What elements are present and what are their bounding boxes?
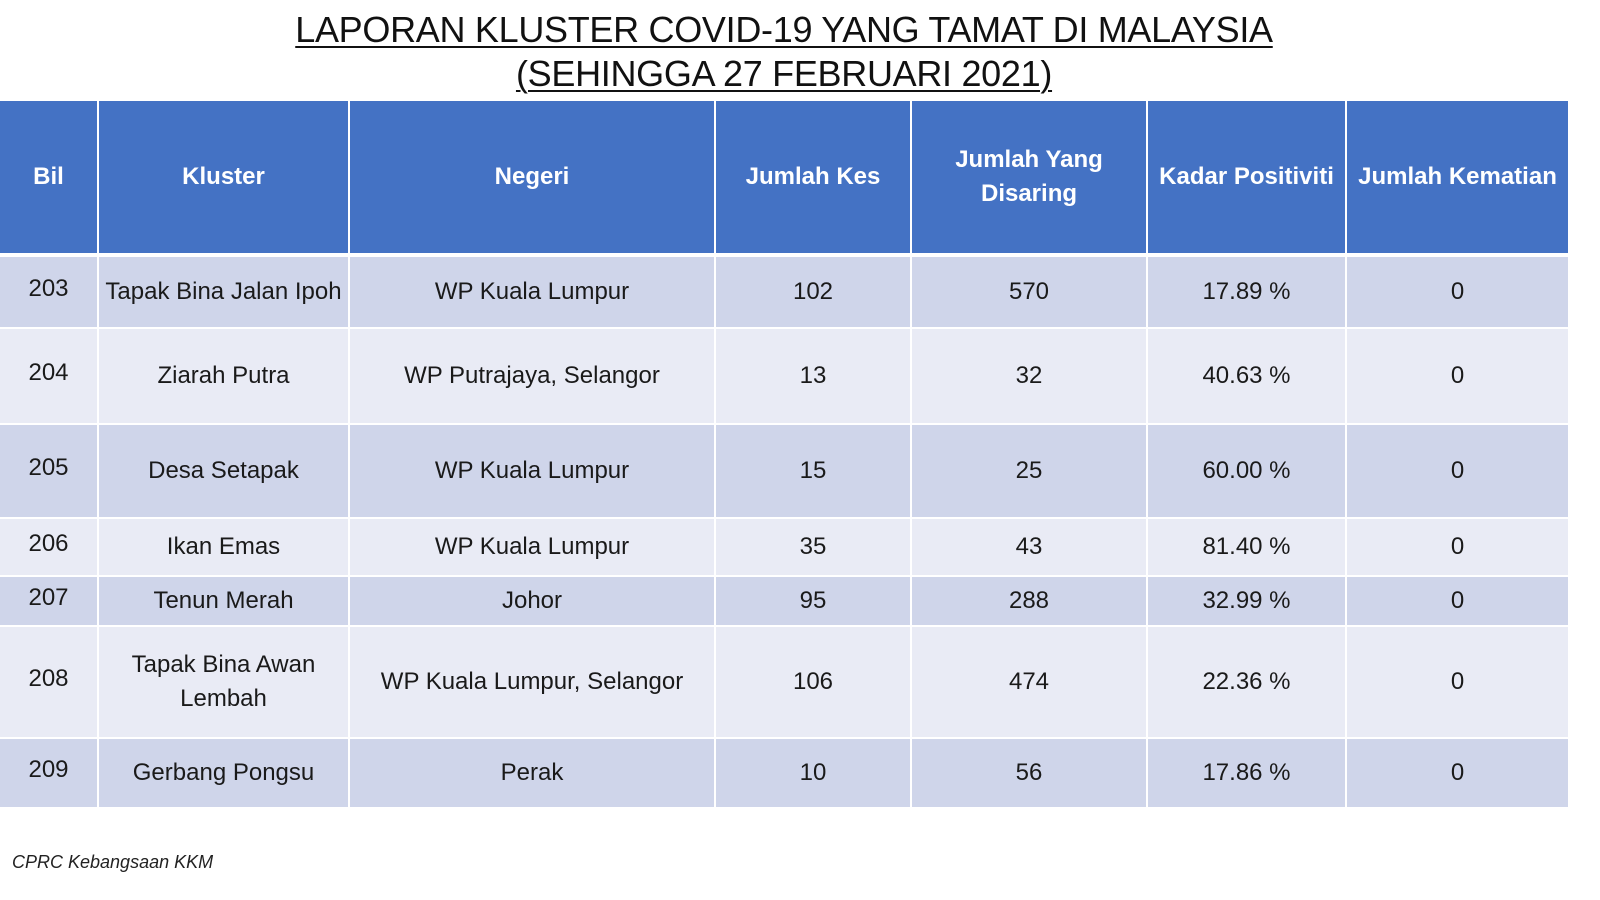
cell-kluster: Tapak Bina Awan Lembah xyxy=(99,627,350,739)
cell-jumlah-disaring: 474 xyxy=(912,627,1148,739)
cell-bil: 204 xyxy=(0,329,99,425)
cell-bil: 205 xyxy=(0,425,99,519)
table-row: 205 Desa Setapak WP Kuala Lumpur 15 25 6… xyxy=(0,425,1568,519)
cell-jumlah-disaring: 32 xyxy=(912,329,1148,425)
cell-kluster: Desa Setapak xyxy=(99,425,350,519)
cell-bil: 209 xyxy=(0,739,99,809)
table-row: 204 Ziarah Putra WP Putrajaya, Selangor … xyxy=(0,329,1568,425)
header-negeri: Negeri xyxy=(350,101,716,257)
cell-jumlah-kes: 35 xyxy=(716,519,912,577)
cell-negeri: Perak xyxy=(350,739,716,809)
header-jumlah-disaring: Jumlah Yang Disaring xyxy=(912,101,1148,257)
cell-kadar-positiviti: 17.86 % xyxy=(1148,739,1347,809)
report-title: LAPORAN KLUSTER COVID-19 YANG TAMAT DI M… xyxy=(0,8,1568,96)
cell-negeri: WP Kuala Lumpur xyxy=(350,425,716,519)
header-jumlah-kematian: Jumlah Kematian xyxy=(1347,101,1568,257)
cell-jumlah-kes: 95 xyxy=(716,577,912,627)
cell-kluster: Gerbang Pongsu xyxy=(99,739,350,809)
table-row: 207 Tenun Merah Johor 95 288 32.99 % 0 xyxy=(0,577,1568,627)
cluster-table-container: Bil Kluster Negeri Jumlah Kes Jumlah Yan… xyxy=(0,101,1568,809)
cell-bil: 203 xyxy=(0,257,99,329)
cell-kluster: Ikan Emas xyxy=(99,519,350,577)
header-kadar-positiviti: Kadar Positiviti xyxy=(1148,101,1347,257)
cell-jumlah-disaring: 570 xyxy=(912,257,1148,329)
cell-kadar-positiviti: 17.89 % xyxy=(1148,257,1347,329)
cell-jumlah-kes: 106 xyxy=(716,627,912,739)
table-row: 209 Gerbang Pongsu Perak 10 56 17.86 % 0 xyxy=(0,739,1568,809)
cell-kluster: Ziarah Putra xyxy=(99,329,350,425)
cell-kadar-positiviti: 81.40 % xyxy=(1148,519,1347,577)
cell-negeri: WP Kuala Lumpur xyxy=(350,519,716,577)
cell-jumlah-disaring: 43 xyxy=(912,519,1148,577)
cell-jumlah-kes: 10 xyxy=(716,739,912,809)
cell-jumlah-kes: 102 xyxy=(716,257,912,329)
cell-kluster: Tapak Bina Jalan Ipoh xyxy=(99,257,350,329)
cell-jumlah-kematian: 0 xyxy=(1347,329,1568,425)
table-row: 206 Ikan Emas WP Kuala Lumpur 35 43 81.4… xyxy=(0,519,1568,577)
source-footer: CPRC Kebangsaan KKM xyxy=(12,852,214,872)
cell-jumlah-disaring: 25 xyxy=(912,425,1148,519)
cell-jumlah-disaring: 56 xyxy=(912,739,1148,809)
cluster-table: Bil Kluster Negeri Jumlah Kes Jumlah Yan… xyxy=(0,101,1568,809)
cell-jumlah-kematian: 0 xyxy=(1347,519,1568,577)
header-bil: Bil xyxy=(0,101,99,257)
table-row: 208 Tapak Bina Awan Lembah WP Kuala Lump… xyxy=(0,627,1568,739)
table-row: 203 Tapak Bina Jalan Ipoh WP Kuala Lumpu… xyxy=(0,257,1568,329)
cell-bil: 207 xyxy=(0,577,99,627)
cell-jumlah-kes: 13 xyxy=(716,329,912,425)
table-header-row: Bil Kluster Negeri Jumlah Kes Jumlah Yan… xyxy=(0,101,1568,257)
cell-kluster: Tenun Merah xyxy=(99,577,350,627)
cell-jumlah-kematian: 0 xyxy=(1347,739,1568,809)
cell-kadar-positiviti: 22.36 % xyxy=(1148,627,1347,739)
cell-jumlah-kematian: 0 xyxy=(1347,627,1568,739)
title-line-2: (SEHINGGA 27 FEBRUARI 2021) xyxy=(515,53,1053,94)
cell-jumlah-disaring: 288 xyxy=(912,577,1148,627)
header-kluster: Kluster xyxy=(99,101,350,257)
title-line-1: LAPORAN KLUSTER COVID-19 YANG TAMAT DI M… xyxy=(295,9,1273,50)
cell-jumlah-kes: 15 xyxy=(716,425,912,519)
cell-jumlah-kematian: 0 xyxy=(1347,577,1568,627)
cell-jumlah-kematian: 0 xyxy=(1347,425,1568,519)
cell-negeri: WP Kuala Lumpur, Selangor xyxy=(350,627,716,739)
cell-kadar-positiviti: 32.99 % xyxy=(1148,577,1347,627)
header-jumlah-kes: Jumlah Kes xyxy=(716,101,912,257)
cell-bil: 208 xyxy=(0,627,99,739)
cell-negeri: WP Putrajaya, Selangor xyxy=(350,329,716,425)
cell-kadar-positiviti: 60.00 % xyxy=(1148,425,1347,519)
cell-kadar-positiviti: 40.63 % xyxy=(1148,329,1347,425)
cell-negeri: WP Kuala Lumpur xyxy=(350,257,716,329)
cell-negeri: Johor xyxy=(350,577,716,627)
cell-bil: 206 xyxy=(0,519,99,577)
cell-jumlah-kematian: 0 xyxy=(1347,257,1568,329)
